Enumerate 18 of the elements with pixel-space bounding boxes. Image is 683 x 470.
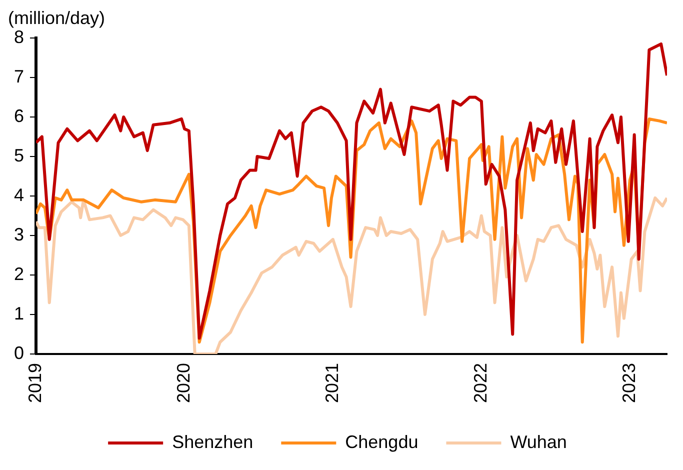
y-axis-title: (million/day): [8, 8, 106, 28]
y-tick-label: 8: [14, 26, 24, 47]
legend-label: Shenzhen: [172, 432, 254, 452]
x-tick-label: 2022: [470, 362, 490, 404]
x-tick-label: 2019: [24, 362, 45, 404]
legend-label: Chengdu: [345, 432, 418, 452]
y-tick-label: 7: [14, 66, 24, 86]
y-tick-label: 3: [14, 224, 24, 244]
y-tick-label: 4: [14, 184, 24, 205]
y-tick-label: 2: [14, 264, 24, 284]
y-tick-label: 0: [14, 342, 24, 363]
x-tick-label: 2020: [173, 362, 194, 404]
x-tick-label: 2021: [322, 362, 342, 404]
y-tick-label: 1: [14, 303, 24, 324]
y-tick-label: 6: [14, 106, 24, 126]
legend-label: Wuhan: [510, 432, 567, 452]
y-tick-label: 5: [14, 145, 24, 166]
x-tick-label: 2023: [618, 362, 639, 404]
